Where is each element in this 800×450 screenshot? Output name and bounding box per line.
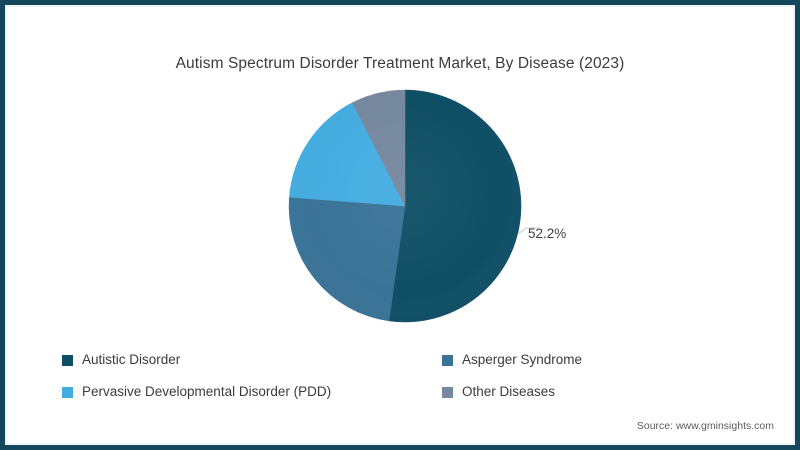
pie-slice-value-label: 52.2% xyxy=(528,226,567,241)
pie-chart-plot-area xyxy=(250,82,650,332)
legend-item-autistic-disorder[interactable]: Autistic Disorder xyxy=(62,353,442,367)
callout-leader-line xyxy=(517,227,538,235)
legend-item-label: Autistic Disorder xyxy=(82,352,181,368)
legend-swatch-icon xyxy=(62,386,73,398)
chart-legend: Autistic Disorder Asperger Syndrome Perv… xyxy=(62,344,682,408)
page-title: Autism Spectrum Disorder Treatment Marke… xyxy=(175,55,625,72)
legend-swatch-icon xyxy=(62,354,73,366)
legend-item-pervasive-developmental-disorder[interactable]: Pervasive Developmental Disorder (PDD) xyxy=(62,385,442,399)
legend-item-other-diseases[interactable]: Other Diseases xyxy=(442,385,682,399)
legend-swatch-icon xyxy=(442,354,453,366)
source-attribution: Source: www.gminsights.com xyxy=(636,420,774,432)
legend-item-label: Pervasive Developmental Disorder (PDD) xyxy=(82,384,332,400)
pie-chart-svg xyxy=(288,89,538,323)
legend-swatch-icon xyxy=(442,386,453,398)
legend-item-label: Other Diseases xyxy=(462,384,556,400)
pie-shading-overlay xyxy=(289,90,521,322)
legend-item-label: Asperger Syndrome xyxy=(462,352,583,368)
legend-item-asperger-syndrome[interactable]: Asperger Syndrome xyxy=(442,353,682,367)
